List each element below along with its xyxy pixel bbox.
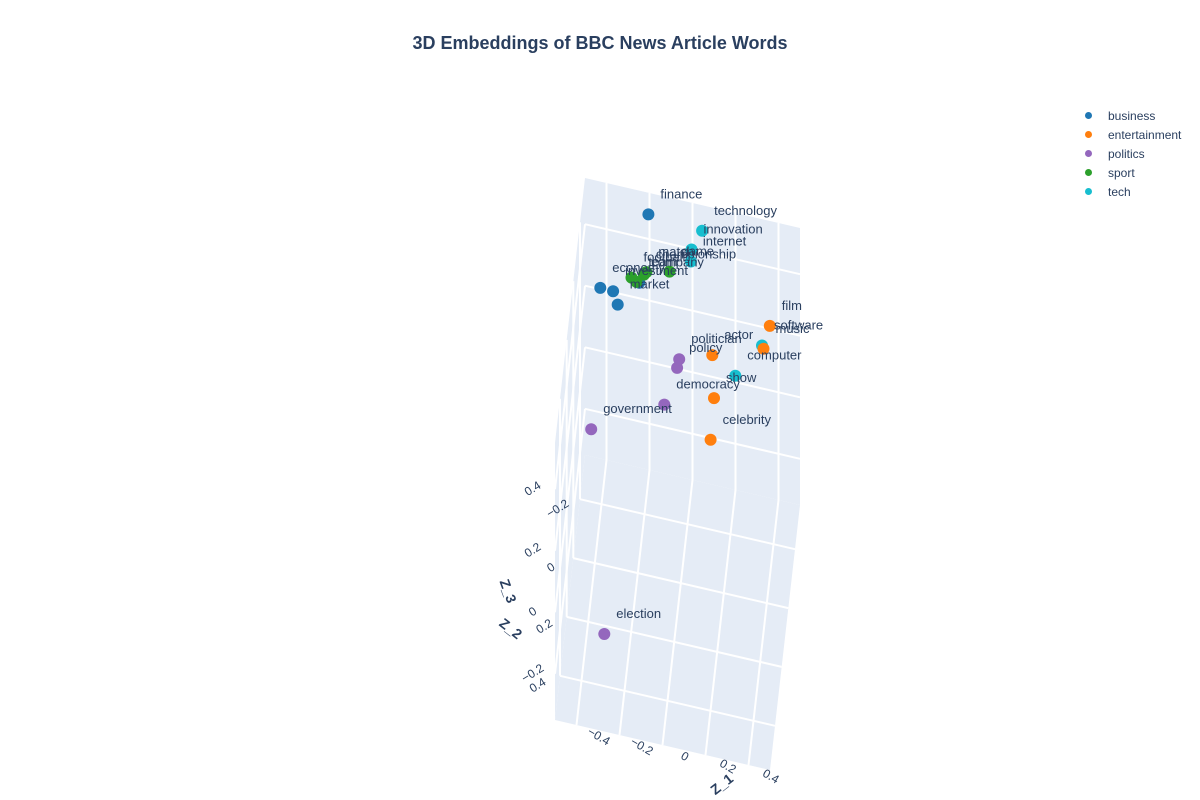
legend: business entertainment politics sport tech xyxy=(1080,106,1181,201)
x-tick-label: 0.4 xyxy=(760,766,782,787)
point-label-democracy: democracy xyxy=(676,377,740,392)
grid-line-y xyxy=(573,557,789,610)
grid-line-z xyxy=(584,346,801,399)
legend-label: business xyxy=(1108,108,1156,123)
point-label-game: game xyxy=(682,244,715,259)
data-point-game[interactable] xyxy=(663,265,676,278)
point-label-software: software xyxy=(774,318,823,333)
back-wall-yz xyxy=(555,178,585,720)
point-label-match: match xyxy=(658,244,693,259)
point-label-technology: technology xyxy=(714,203,777,218)
point-label-market: market xyxy=(630,277,670,292)
data-point-innovation[interactable] xyxy=(685,243,698,256)
y-tick-label: 0.2 xyxy=(533,616,555,637)
grid-line-z xyxy=(554,408,586,674)
point-label-innovation: innovation xyxy=(704,222,763,237)
point-label-government: government xyxy=(603,401,672,416)
data-point-politician[interactable] xyxy=(673,353,686,366)
x-tick-label: 0 xyxy=(679,749,692,765)
point-label-politician: politician xyxy=(691,331,742,346)
data-point-internet[interactable] xyxy=(684,255,697,268)
point-label-finance: finance xyxy=(660,186,702,201)
point-label-economy: economy xyxy=(612,260,665,275)
point-label-internet: internet xyxy=(703,234,747,249)
point-label-actor: actor xyxy=(724,327,754,342)
z-tick-label: 0.4 xyxy=(522,478,544,499)
point-label-celebrity: celebrity xyxy=(723,412,772,427)
grid-line-z xyxy=(554,224,586,490)
legend-marker xyxy=(1085,131,1092,138)
data-point-actor[interactable] xyxy=(706,349,719,362)
point-label-company: company xyxy=(651,255,704,270)
data-points xyxy=(585,208,776,640)
legend-marker xyxy=(1085,188,1092,195)
legend-item-sport[interactable]: sport xyxy=(1080,163,1181,182)
data-point-championship[interactable] xyxy=(637,268,650,281)
point-label-policy: policy xyxy=(689,340,723,355)
point-label-music: music xyxy=(776,321,810,336)
legend-marker xyxy=(1085,169,1092,176)
data-point-market[interactable] xyxy=(611,298,624,311)
legend-item-entertainment[interactable]: entertainment xyxy=(1080,125,1181,144)
legend-label: sport xyxy=(1108,165,1135,180)
z-tick-label: 0.2 xyxy=(522,539,544,560)
legend-item-tech[interactable]: tech xyxy=(1080,182,1181,201)
grid-line-y xyxy=(579,498,796,551)
grid-line-y xyxy=(559,674,776,727)
y-axis-title: Z_2 xyxy=(496,615,525,643)
legend-label: politics xyxy=(1108,146,1145,161)
point-label-computer: computer xyxy=(747,348,802,363)
data-point-government[interactable] xyxy=(585,423,598,436)
point-label-investment: investment xyxy=(625,263,688,278)
data-point-film[interactable] xyxy=(763,319,776,332)
point-label-football: football xyxy=(644,250,686,265)
data-point-celebrity[interactable] xyxy=(704,433,717,446)
grid-line-y xyxy=(566,615,782,668)
grid-line-z xyxy=(554,285,586,551)
data-point-team[interactable] xyxy=(630,275,643,288)
data-point-technology[interactable] xyxy=(696,224,709,237)
grid-line-z xyxy=(584,407,801,460)
chart-title: 3D Embeddings of BBC News Article Words xyxy=(412,33,788,53)
legend-item-business[interactable]: business xyxy=(1080,106,1181,125)
data-point-democracy[interactable] xyxy=(658,398,671,411)
legend-item-politics[interactable]: politics xyxy=(1080,144,1181,163)
data-point-election[interactable] xyxy=(598,628,611,640)
data-point-investment[interactable] xyxy=(607,285,620,298)
grid-line-z xyxy=(554,347,586,613)
legend-label: entertainment xyxy=(1108,127,1182,142)
point-label-team: team xyxy=(648,254,677,269)
data-point-show[interactable] xyxy=(708,392,720,405)
data-point-music[interactable] xyxy=(757,342,770,355)
z-axis-title: Z_3 xyxy=(497,577,520,605)
data-point-computer[interactable] xyxy=(729,369,742,382)
z-tick-label: 0 xyxy=(526,604,539,620)
point-label-championship: championship xyxy=(656,247,736,262)
point-label-show: show xyxy=(726,370,757,385)
legend-marker xyxy=(1085,150,1092,157)
point-labels: financecompanymatchchampionshipfootballt… xyxy=(603,186,823,621)
legend-label: tech xyxy=(1108,184,1131,199)
point-label-election: election xyxy=(616,606,661,621)
point-label-film: film xyxy=(782,298,802,313)
legend-marker xyxy=(1085,112,1092,119)
data-point-economy[interactable] xyxy=(594,281,607,294)
data-point-finance[interactable] xyxy=(642,208,655,221)
